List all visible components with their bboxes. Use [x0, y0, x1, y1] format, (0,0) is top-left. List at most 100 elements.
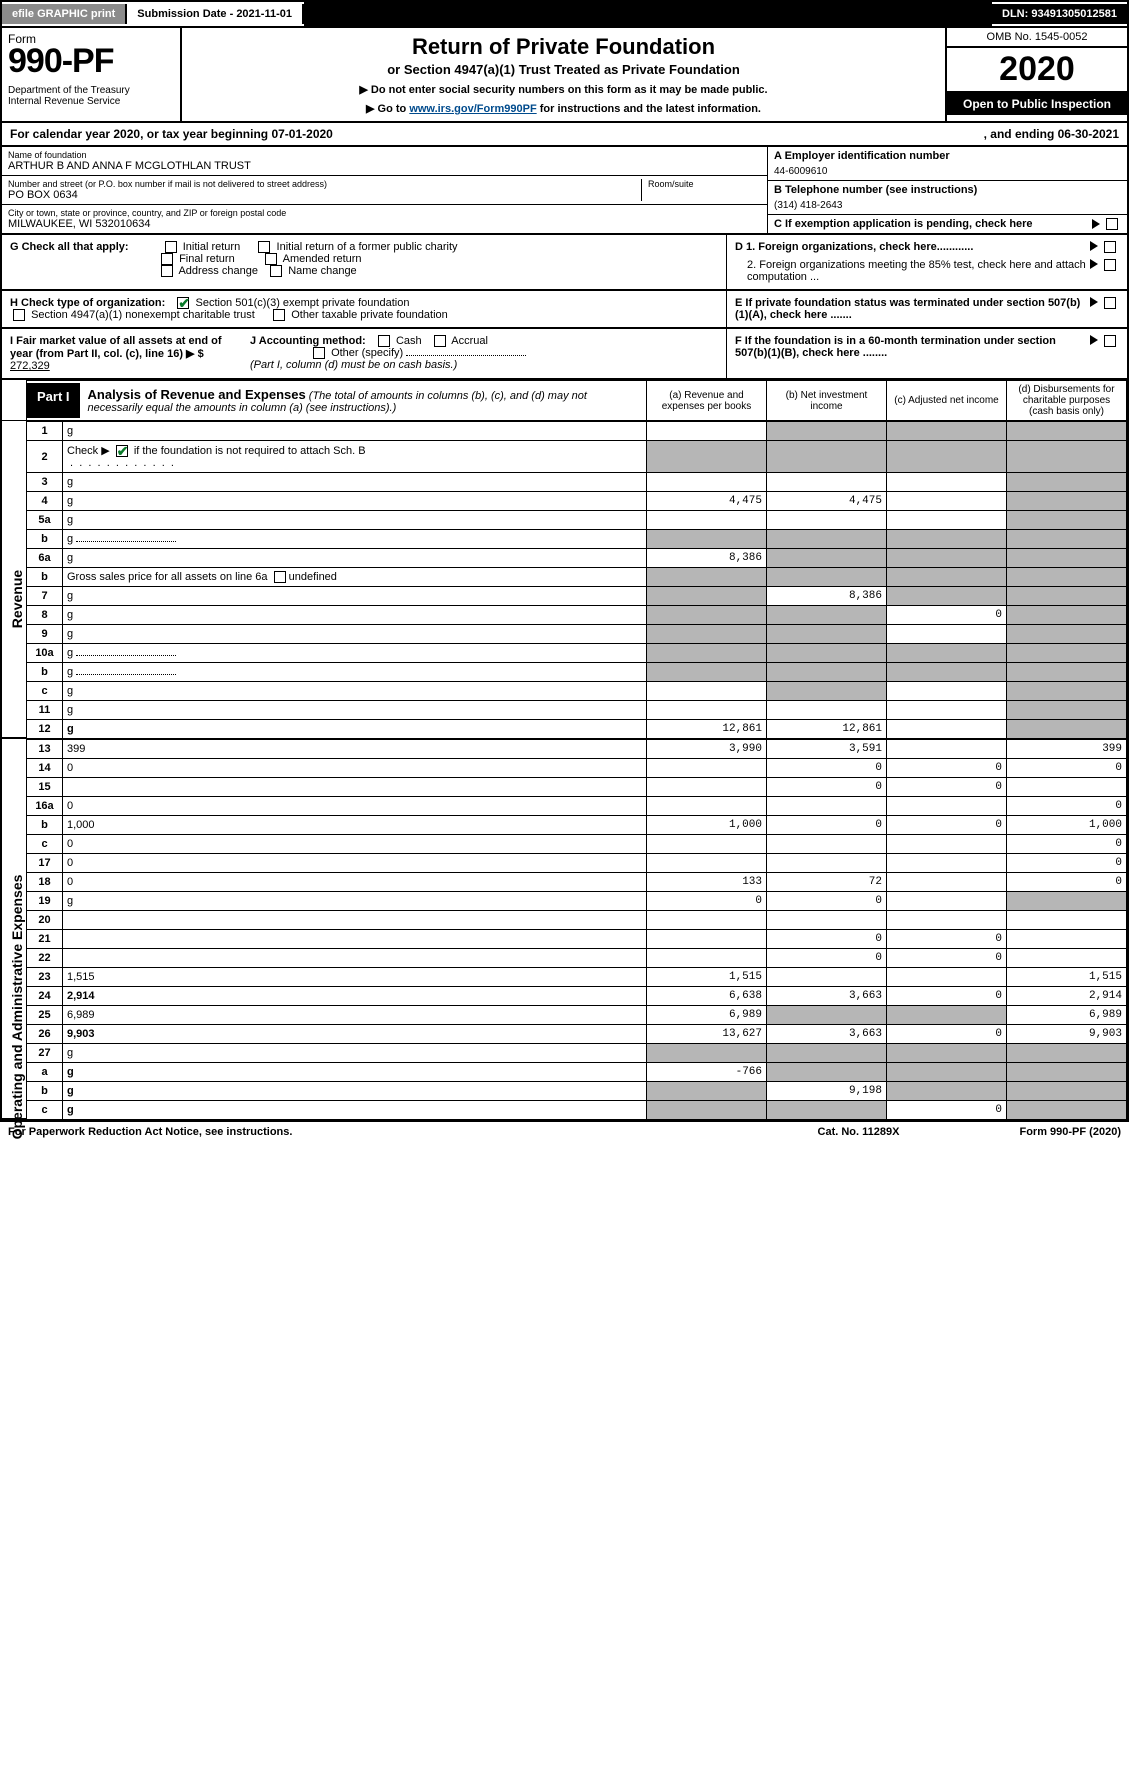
cell-amount: 0: [887, 987, 1007, 1006]
g-initial-checkbox[interactable]: [165, 241, 177, 253]
efile-print-button[interactable]: efile GRAPHIC print: [2, 4, 127, 24]
col-a-header: (a) Revenue and expenses per books: [647, 381, 767, 421]
tip-goto-post: for instructions and the latest informat…: [537, 103, 761, 115]
cell-shaded: [1007, 1063, 1127, 1082]
form990pf-link[interactable]: www.irs.gov/Form990PF: [409, 103, 536, 115]
cell-shaded: [1007, 473, 1127, 492]
cell-shaded: [887, 422, 1007, 441]
table-row: ag-766: [27, 1063, 1127, 1082]
g-initial-former-checkbox[interactable]: [258, 241, 270, 253]
cell-amount: [1007, 930, 1127, 949]
h-other-checkbox[interactable]: [273, 309, 285, 321]
g-amended-checkbox[interactable]: [265, 253, 277, 265]
room-suite-label: Room/suite: [648, 179, 761, 189]
e-checkbox[interactable]: [1104, 297, 1116, 309]
cell-amount: [887, 854, 1007, 873]
e-label: E If private foundation status was termi…: [735, 297, 1080, 321]
table-row: bg9,198: [27, 1082, 1127, 1101]
c-checkbox[interactable]: [1106, 218, 1118, 230]
f-checkbox[interactable]: [1104, 335, 1116, 347]
table-row: 9g: [27, 625, 1127, 644]
c-exemption-label: C If exemption application is pending, c…: [774, 218, 1033, 230]
g-final-checkbox[interactable]: [161, 253, 173, 265]
cell-shaded: [1007, 644, 1127, 663]
h-4947-checkbox[interactable]: [13, 309, 25, 321]
line-number: 20: [27, 911, 63, 930]
cell-amount: [647, 778, 767, 797]
omb-number: OMB No. 1545-0052: [947, 28, 1127, 48]
inline-checkbox[interactable]: [274, 571, 286, 583]
g-address-checkbox[interactable]: [161, 265, 173, 277]
cell-shaded: [647, 663, 767, 682]
cell-amount: [887, 873, 1007, 892]
cell-shaded: [1007, 441, 1127, 473]
cell-amount: [767, 968, 887, 987]
line-number: 1: [27, 422, 63, 441]
cell-amount: [887, 835, 1007, 854]
cell-shaded: [887, 530, 1007, 549]
cell-amount: -766: [647, 1063, 767, 1082]
cell-amount: [647, 473, 767, 492]
table-row: 1700: [27, 854, 1127, 873]
cell-shaded: [767, 1063, 887, 1082]
inline-checkbox[interactable]: [116, 445, 128, 457]
line-description: g: [63, 1044, 647, 1063]
cell-amount: [767, 511, 887, 530]
line-description: g: [63, 473, 647, 492]
cell-amount: [887, 625, 1007, 644]
cell-shaded: [767, 549, 887, 568]
j-accrual-checkbox[interactable]: [434, 335, 446, 347]
cell-amount: 1,000: [647, 816, 767, 835]
inline-blank: [76, 655, 176, 656]
cell-amount: 3,663: [767, 987, 887, 1006]
cell-shaded: [1007, 892, 1127, 911]
g-initial-label: Initial return: [183, 241, 240, 253]
tip-goto: ▶ Go to www.irs.gov/Form990PF for instru…: [190, 102, 937, 115]
h-501c3-checkbox[interactable]: [177, 297, 189, 309]
line-description: 0: [63, 759, 647, 778]
g-name-checkbox[interactable]: [270, 265, 282, 277]
i-fmv-label: I Fair market value of all assets at end…: [10, 335, 222, 360]
table-row: 11g: [27, 701, 1127, 720]
table-row: 19g00: [27, 892, 1127, 911]
paperwork-notice: For Paperwork Reduction Act Notice, see …: [8, 1126, 818, 1138]
line-description: 6,989: [63, 1006, 647, 1025]
table-row: 1500: [27, 778, 1127, 797]
line-number: 4: [27, 492, 63, 511]
d1-checkbox[interactable]: [1104, 241, 1116, 253]
inline-blank: [76, 674, 176, 675]
table-row: 231,5151,5151,515: [27, 968, 1127, 987]
line-description: 0: [63, 873, 647, 892]
line-description: g: [63, 644, 647, 663]
city-label: City or town, state or province, country…: [8, 208, 761, 218]
calendar-year-row: For calendar year 2020, or tax year begi…: [0, 123, 1129, 147]
line-description: g: [63, 1082, 647, 1101]
line-number: 16a: [27, 797, 63, 816]
cell-amount: [767, 854, 887, 873]
cell-amount: 399: [1007, 740, 1127, 759]
cell-amount: [767, 911, 887, 930]
line-number: 19: [27, 892, 63, 911]
part1-title: Analysis of Revenue and Expenses (The to…: [80, 383, 646, 418]
inline-blank: [76, 541, 176, 542]
line-number: 23: [27, 968, 63, 987]
line-number: c: [27, 835, 63, 854]
col-b-header: (b) Net investment income: [767, 381, 887, 421]
cell-amount: [887, 740, 1007, 759]
table-row: 10ag: [27, 644, 1127, 663]
cell-amount: 0: [887, 1101, 1007, 1120]
g-label: G Check all that apply:: [10, 241, 129, 253]
cell-shaded: [647, 1044, 767, 1063]
d2-checkbox[interactable]: [1104, 259, 1116, 271]
j-other-checkbox[interactable]: [313, 347, 325, 359]
line-number: 7: [27, 587, 63, 606]
j-note: (Part I, column (d) must be on cash basi…: [250, 359, 457, 371]
foundation-name: ARTHUR B AND ANNA F MCGLOTHLAN TRUST: [8, 160, 761, 172]
line-description: g: [63, 1063, 647, 1082]
j-cash-checkbox[interactable]: [378, 335, 390, 347]
table-row: bg: [27, 663, 1127, 682]
table-row: c00: [27, 835, 1127, 854]
table-row: 180133720: [27, 873, 1127, 892]
line-number: 13: [27, 740, 63, 759]
cell-shaded: [767, 1101, 887, 1120]
